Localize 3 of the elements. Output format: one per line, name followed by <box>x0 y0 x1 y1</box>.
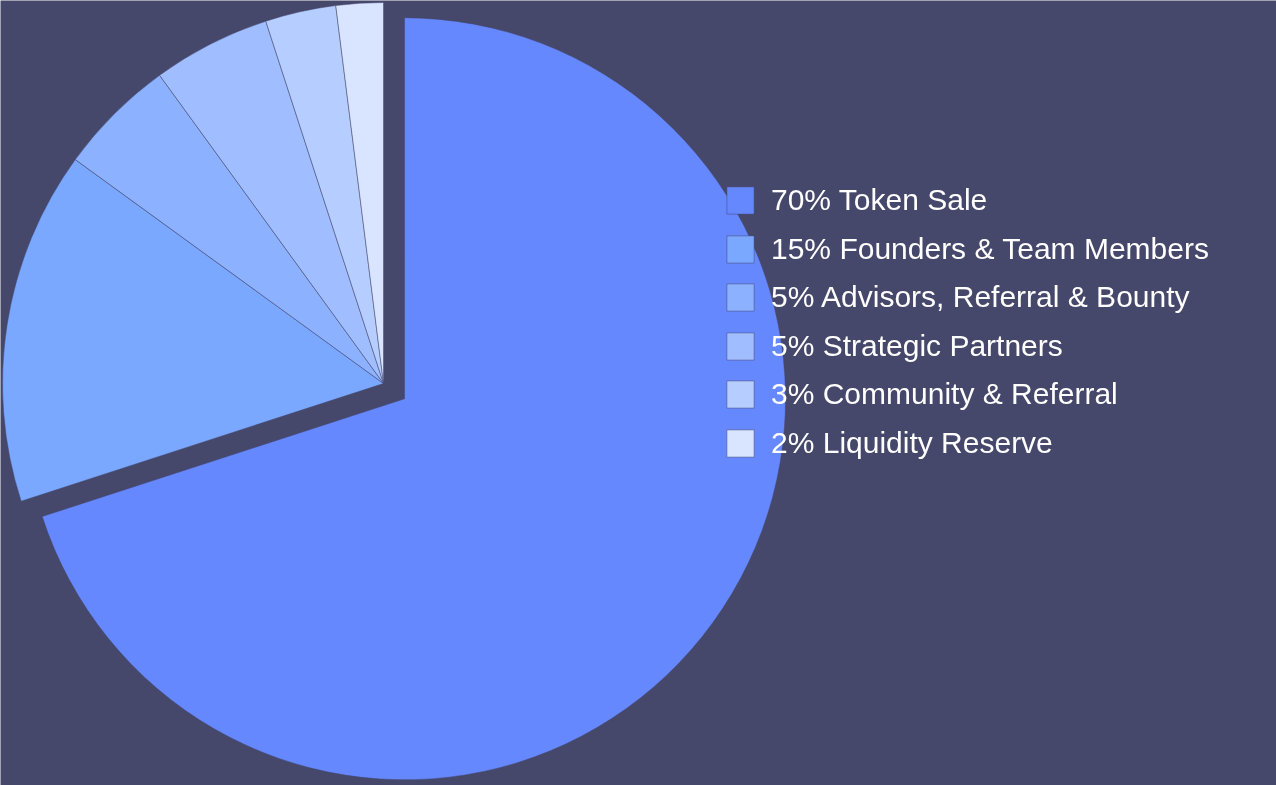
legend-label: 70% Token Sale <box>771 183 988 217</box>
legend-label: 15% Founders & Team Members <box>771 231 1209 266</box>
legend-label: 5% Advisors, Referral & Bounty <box>771 280 1190 314</box>
